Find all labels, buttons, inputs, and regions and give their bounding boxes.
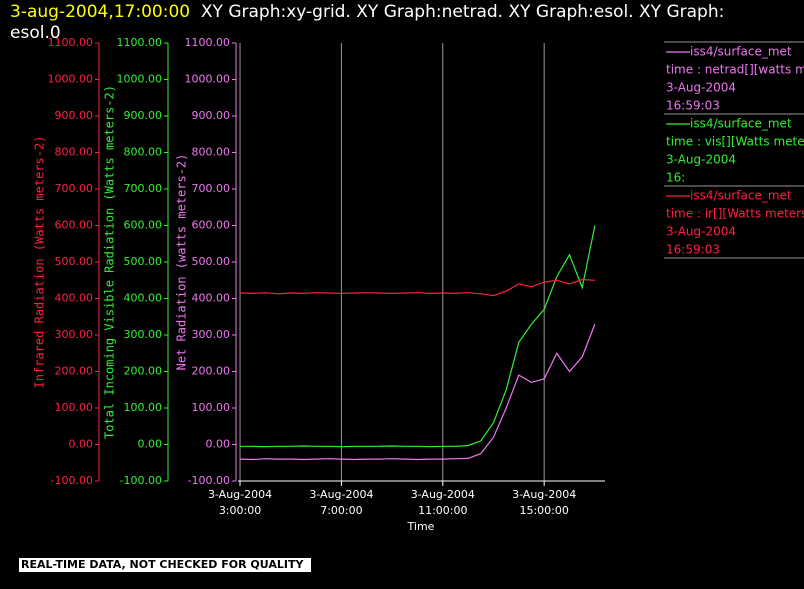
- x-tick-label: 3-Aug-2004 11:00:00: [411, 488, 475, 517]
- y-tick-label: 1100.00: [48, 36, 94, 49]
- y-tick-label: 200.00: [55, 365, 94, 378]
- x-tick-date: 3-Aug-2004: [309, 488, 373, 501]
- y-tick-label: 400.00: [55, 292, 94, 305]
- y-tick-label: 700.00: [55, 182, 94, 195]
- x-axis-label: Time: [407, 520, 435, 533]
- legend-text: time : ir[][Watts meters: [666, 207, 804, 221]
- title: XY Graph:xy-grid. XY Graph:netrad. XY Gr…: [10, 2, 725, 43]
- y-tick-label: -100.00: [188, 474, 230, 487]
- series-line: [240, 225, 596, 448]
- x-tick-date: 3-Aug-2004: [208, 488, 272, 501]
- y-tick-label: 600.00: [192, 219, 231, 232]
- y-tick-label: 900.00: [192, 109, 231, 122]
- y-tick-label: 700.00: [192, 182, 231, 195]
- y-tick-label: 400.00: [124, 292, 163, 305]
- x-tick-date: 3-Aug-2004: [411, 488, 475, 501]
- title-bar: 3-aug-2004,17:00:00 XY Graph:xy-grid. XY…: [10, 2, 780, 44]
- legend-text: time : vis[][Watts meter: [666, 135, 804, 149]
- x-tick-label: 3-Aug-2004 15:00:00: [512, 488, 576, 517]
- y-tick-label: 0.00: [206, 438, 231, 451]
- y-axis-label: Infrared Radiation (Watts meters-2): [33, 136, 47, 389]
- y-tick-label: 1000.00: [185, 73, 231, 86]
- y-tick-label: 600.00: [55, 219, 94, 232]
- legend-name: iss4/surface_met: [690, 117, 792, 131]
- x-tick-time: 7:00:00: [320, 504, 362, 517]
- y-tick-label: 500.00: [55, 255, 94, 268]
- y-tick-label: 1000.00: [48, 73, 94, 86]
- y-tick-label: 100.00: [192, 401, 231, 414]
- legend-name: iss4/surface_met: [690, 45, 792, 59]
- y-tick-label: 300.00: [192, 328, 231, 341]
- title-time: 3-aug-2004,17:00:00: [10, 2, 191, 22]
- y-tick-label: 100.00: [55, 401, 94, 414]
- legend-text: 3-Aug-2004: [666, 153, 736, 167]
- y-tick-label: -100.00: [51, 474, 93, 487]
- y-tick-label: 200.00: [124, 365, 163, 378]
- series-line: [239, 323, 596, 461]
- y-tick-label: 100.00: [124, 401, 163, 414]
- legend-text: 16:59:03: [666, 243, 720, 257]
- legend-text: 3-Aug-2004: [666, 225, 736, 239]
- y-tick-label: 800.00: [192, 146, 231, 159]
- y-tick-label: 900.00: [55, 109, 94, 122]
- y-tick-label: 800.00: [124, 146, 163, 159]
- series-line: [239, 278, 595, 297]
- legend-text: 16:: [666, 171, 685, 185]
- y-tick-label: 1100.00: [185, 36, 231, 49]
- y-tick-label: 700.00: [124, 182, 163, 195]
- x-tick-time: 11:00:00: [418, 504, 467, 517]
- x-tick-time: 15:00:00: [519, 504, 568, 517]
- legend-text: 3-Aug-2004: [666, 81, 736, 95]
- y-axis-label: Net Radiation (watts meters-2): [175, 154, 189, 371]
- y-axis-label: Total Incoming Visible Radiation (Watts …: [103, 85, 117, 439]
- y-tick-label: 500.00: [124, 255, 163, 268]
- y-tick-label: 600.00: [124, 219, 163, 232]
- y-tick-label: 1000.00: [117, 73, 163, 86]
- footnote-box: [19, 558, 311, 572]
- legend-name: iss4/surface_met: [690, 189, 792, 203]
- y-tick-label: -100.00: [120, 474, 162, 487]
- y-tick-label: 300.00: [55, 328, 94, 341]
- y-tick-label: 0.00: [69, 438, 94, 451]
- y-tick-label: 300.00: [124, 328, 163, 341]
- x-tick-label: 3-Aug-2004 3:00:00: [208, 488, 272, 517]
- y-tick-label: 400.00: [192, 292, 231, 305]
- y-tick-label: 0.00: [138, 438, 163, 451]
- x-tick-time: 3:00:00: [219, 504, 261, 517]
- legend-text: 16:59:03: [666, 99, 720, 113]
- y-tick-label: 1100.00: [117, 36, 163, 49]
- x-tick-label: 3-Aug-2004 7:00:00: [309, 488, 373, 517]
- y-tick-label: 800.00: [55, 146, 94, 159]
- y-tick-label: 500.00: [192, 255, 231, 268]
- legend-text: time : netrad[][watts me: [666, 63, 804, 77]
- y-tick-label: 900.00: [124, 109, 163, 122]
- footnote: REAL-TIME DATA, NOT CHECKED FOR QUALITY: [21, 558, 304, 571]
- x-tick-date: 3-Aug-2004: [512, 488, 576, 501]
- y-tick-label: 200.00: [192, 365, 231, 378]
